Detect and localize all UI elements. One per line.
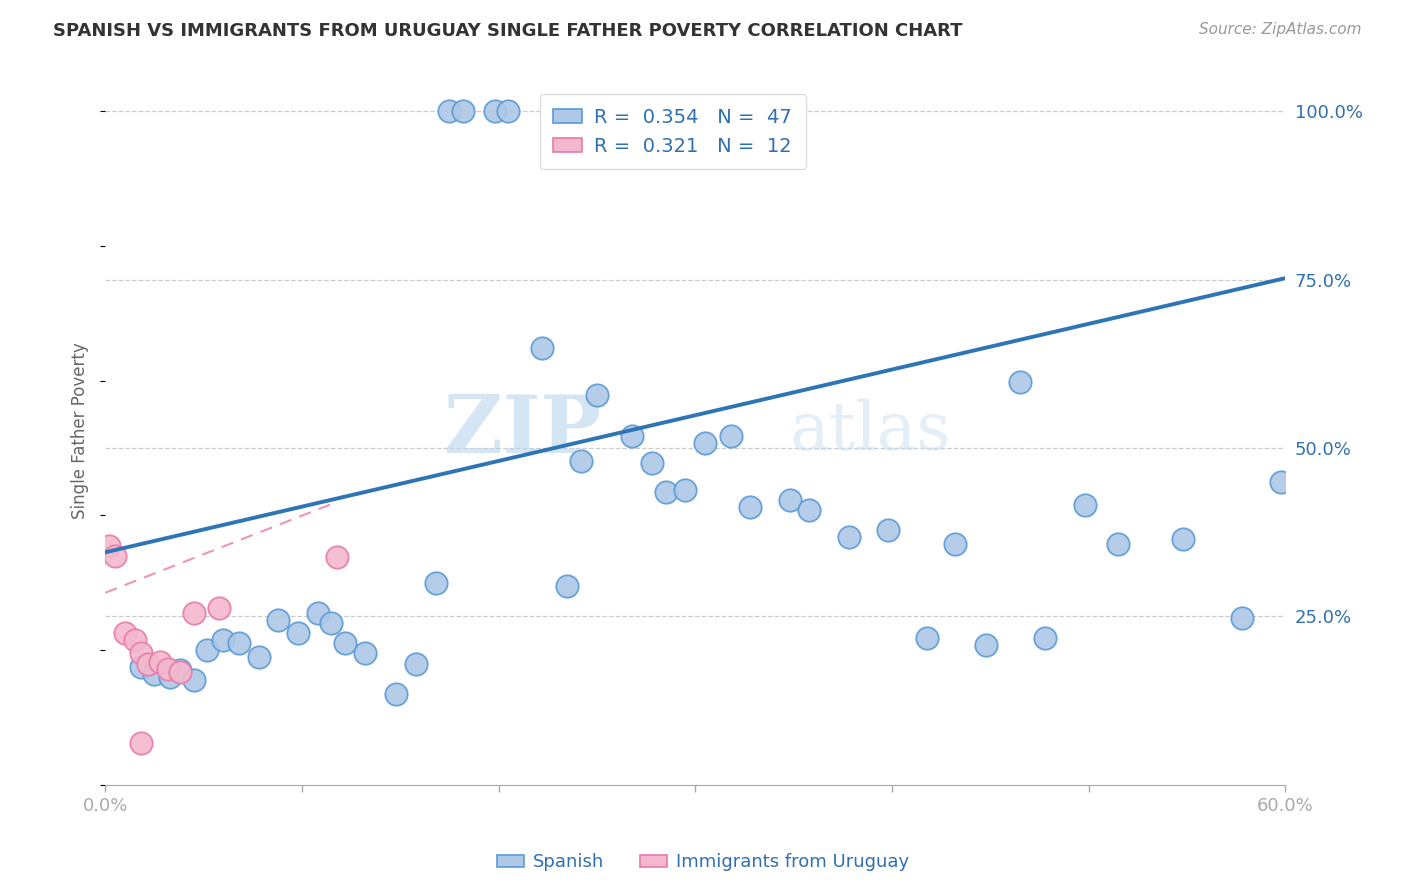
Point xyxy=(451,104,474,119)
Y-axis label: Single Father Poverty: Single Father Poverty xyxy=(72,343,89,519)
Point xyxy=(915,631,938,645)
Point xyxy=(267,613,290,627)
Point xyxy=(138,657,160,671)
Point xyxy=(720,429,742,443)
Legend: R =  0.354   N =  47, R =  0.321   N =  12: R = 0.354 N = 47, R = 0.321 N = 12 xyxy=(540,95,806,169)
Point xyxy=(143,666,166,681)
Point xyxy=(98,539,121,553)
Point xyxy=(183,673,205,688)
Point xyxy=(530,341,553,355)
Point xyxy=(1171,532,1194,546)
Point xyxy=(228,636,250,650)
Point xyxy=(183,606,205,620)
Point xyxy=(197,643,219,657)
Point xyxy=(1270,475,1292,489)
Point xyxy=(425,575,447,590)
Point xyxy=(498,104,520,119)
Point xyxy=(129,660,152,674)
Point xyxy=(114,626,136,640)
Point xyxy=(321,616,343,631)
Point xyxy=(104,549,127,563)
Point xyxy=(641,456,664,470)
Text: ZIP: ZIP xyxy=(444,392,600,470)
Text: Source: ZipAtlas.com: Source: ZipAtlas.com xyxy=(1198,22,1361,37)
Text: SPANISH VS IMMIGRANTS FROM URUGUAY SINGLE FATHER POVERTY CORRELATION CHART: SPANISH VS IMMIGRANTS FROM URUGUAY SINGL… xyxy=(53,22,963,40)
Point xyxy=(943,536,966,550)
Point xyxy=(654,484,676,499)
Point xyxy=(353,647,375,661)
Point xyxy=(799,503,821,517)
Legend: Spanish, Immigrants from Uruguay: Spanish, Immigrants from Uruguay xyxy=(489,847,917,879)
Point xyxy=(307,606,329,620)
Point xyxy=(333,636,356,650)
Point xyxy=(405,657,427,671)
Point xyxy=(1073,498,1095,512)
Point xyxy=(385,687,408,701)
Point xyxy=(208,601,231,615)
Point xyxy=(169,663,191,677)
Point xyxy=(149,655,172,669)
Point xyxy=(557,579,579,593)
Point xyxy=(569,454,592,468)
Point xyxy=(779,493,801,508)
Point xyxy=(484,104,506,119)
Point xyxy=(287,626,309,640)
Point xyxy=(1008,375,1031,389)
Point xyxy=(673,483,696,497)
Point xyxy=(838,530,860,544)
Point xyxy=(740,500,762,515)
Point xyxy=(621,429,644,443)
Text: atlas: atlas xyxy=(790,399,950,464)
Point xyxy=(326,550,349,565)
Point xyxy=(157,662,180,676)
Point xyxy=(877,523,900,537)
Point xyxy=(439,104,461,119)
Point xyxy=(247,649,270,664)
Point xyxy=(586,388,609,402)
Point xyxy=(974,638,997,652)
Point xyxy=(1033,631,1056,645)
Point xyxy=(693,435,716,450)
Point xyxy=(1107,536,1129,550)
Point xyxy=(129,736,152,750)
Point xyxy=(1230,610,1253,624)
Point xyxy=(129,647,152,661)
Point xyxy=(212,632,235,647)
Point xyxy=(169,665,191,679)
Point xyxy=(124,632,146,647)
Point xyxy=(159,670,181,684)
